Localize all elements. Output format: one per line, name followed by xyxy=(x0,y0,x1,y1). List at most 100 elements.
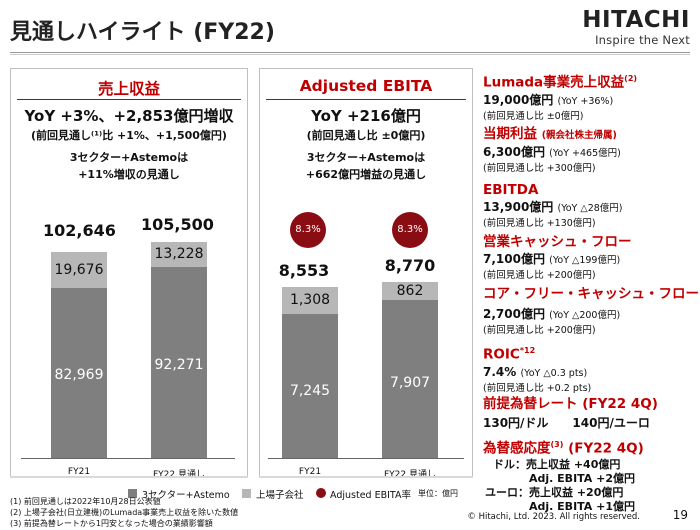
ebita-fy21-listed-bar xyxy=(282,287,338,314)
kpi-profit-yoy: (YoY +465億円) xyxy=(549,148,621,159)
ebita-fy22-listed-bar xyxy=(382,282,438,300)
revenue-vs-prev: (前回見通し⁽¹⁾比 +1%、+1,500億円) xyxy=(31,129,227,142)
kpi-ebitda: EBITDA 13,900億円 (YoY △28億円) (前回見通し比 +130… xyxy=(483,182,695,230)
copyright: © Hitachi, Ltd. 2023. All rights reserve… xyxy=(467,512,640,522)
kpi-lumada-value: 19,000億円 xyxy=(483,92,554,107)
revenue-panel-base xyxy=(10,476,248,478)
kpi-ebitda-head: EBITDA xyxy=(483,182,539,198)
kpi-sens-head: 為替感応度 xyxy=(483,440,551,457)
kpi-sens-usd-ebita: Adj. EBITA +2億円 xyxy=(529,471,636,485)
header-divider xyxy=(10,52,690,53)
ebita-vs-prev: (前回見通し比 ±0億円) xyxy=(306,129,426,142)
legend-unit: 単位：億円 xyxy=(418,489,458,498)
kpi-profit-head-small: (親会社株主帰属) xyxy=(541,130,617,141)
kpi-lumada-sup: (2) xyxy=(624,74,638,83)
logo-tagline: Inspire the Next xyxy=(595,33,690,47)
ebita-yoy: YoY +216億円 xyxy=(311,107,421,125)
kpi-roic-value: 7.4% xyxy=(483,364,517,379)
ebita-fy21-total: 8,553 xyxy=(278,261,330,280)
revenue-yoy: YoY +3%、+2,853億円増収 xyxy=(24,107,234,125)
kpi-fx-sensitivity: 為替感応度(3) (FY22 4Q) ドル：売上収益 +40億円 Adj. EB… xyxy=(483,436,695,514)
kpi-cf-value: 7,100億円 xyxy=(483,252,545,266)
revenue-fy22-astemo-bar xyxy=(151,267,207,458)
kpi-fx-rate: 前提為替レート (FY22 4Q) 130円/ドル 140円/ユーロ xyxy=(483,396,695,431)
kpi-ebitda-vs-prev: (前回見通し比 +130億円) xyxy=(483,218,596,229)
revenue-fy22-astemo-value: 92,271 xyxy=(154,357,204,373)
revenue-panel: 売上収益 YoY +3%、+2,853億円増収 (前回見通し⁽¹⁾比 +1%、+… xyxy=(10,68,248,480)
ebita-title: Adjusted EBITA xyxy=(299,77,433,95)
kpi-fcf-value: 2,700億円 xyxy=(483,307,545,321)
page-number: 19 xyxy=(672,508,688,522)
revenue-note-line2: +11%増収の見通し xyxy=(78,168,180,181)
kpi-profit-head: 当期利益 xyxy=(483,126,537,142)
kpi-operating-cf: 営業キャッシュ・フロー 7,100億円 (YoY △199億円) (前回見通し比… xyxy=(483,234,695,282)
kpi-cf-head: 営業キャッシュ・フロー xyxy=(483,234,632,250)
legend-rate-dot xyxy=(316,488,326,498)
ebita-fy21-astemo-value: 7,245 xyxy=(289,383,331,399)
ebita-fy22-astemo-value: 7,907 xyxy=(389,375,431,391)
legend-listed-swatch xyxy=(242,489,251,498)
ebita-panel-base xyxy=(259,476,473,478)
kpi-roic: ROIC*12 7.4% (YoY △0.3 pts) (前回見通し比 +0.2… xyxy=(483,342,695,395)
ebita-fy22-astemo-bar xyxy=(382,300,438,458)
ebita-note-line1: 3セクター+Astemoは xyxy=(306,151,426,164)
revenue-fy21-listed-value: 19,676 xyxy=(54,262,104,278)
ebita-fy21-astemo-bar xyxy=(282,314,338,458)
kpi-ebitda-yoy: (YoY △28億円) xyxy=(557,203,623,214)
legend-sectors-label: 3セクター+Astemo xyxy=(142,490,230,501)
legend-listed-label: 上場子会社 xyxy=(256,490,304,501)
kpi-core-fcf: コア・フリー・キャッシュ・フロー 2,700億円 (YoY △200億円) (前… xyxy=(483,286,699,337)
revenue-x-label-fy21: FY21 xyxy=(67,467,91,477)
kpi-sens-eur-ebita: Adj. EBITA +1億円 xyxy=(529,499,636,513)
ebita-fy22-listed-value: 862 xyxy=(396,283,424,299)
kpi-lumada-head: Lumada事業売上収益 xyxy=(483,74,625,91)
revenue-fy22-listed-value: 13,228 xyxy=(154,246,204,262)
revenue-title-rule xyxy=(17,99,241,100)
ebita-fy22-total: 8,770 xyxy=(384,256,436,275)
kpi-roic-head: ROIC xyxy=(483,346,520,363)
legend-rate-label: Adjusted EBITA率 xyxy=(330,490,411,501)
ebita-x-label-fy21: FY21 xyxy=(298,467,322,477)
kpi-cf-vs-prev: (前回見通し比 +200億円) xyxy=(483,270,596,281)
revenue-fy22-listed-bar xyxy=(151,242,207,267)
kpi-sens-usd-revenue: ドル：売上収益 +40億円 xyxy=(493,457,621,471)
kpi-fcf-yoy: (YoY △200億円) xyxy=(549,310,621,321)
revenue-fy21-listed-bar xyxy=(51,252,107,288)
footnote-2: (2) 上場子会社(日立建機)のLumada事業売上収益を除いた数値 xyxy=(10,508,239,517)
kpi-lumada-vs-prev: (前回見通し比 ±0億円) xyxy=(483,110,584,122)
revenue-axis xyxy=(21,458,235,459)
legend-sectors-swatch xyxy=(128,489,137,498)
revenue-fy21-astemo-value: 82,969 xyxy=(54,367,104,383)
revenue-title: 売上収益 xyxy=(97,80,160,98)
slide-title: 見通しハイライト (FY22) xyxy=(10,20,275,45)
ebita-x-label-fy22: FY22 見通し xyxy=(384,470,436,480)
revenue-note-line1: 3セクター+Astemoは xyxy=(69,151,189,164)
revenue-x-label-fy22: FY22 見通し xyxy=(153,470,205,480)
logo-wordmark: HITACHI xyxy=(582,7,690,33)
kpi-fcf-vs-prev: (前回見通し比 +200億円) xyxy=(483,325,596,336)
kpi-sens-eur-revenue: ユーロ：売上収益 +20億円 xyxy=(485,485,624,499)
kpi-profit-value: 6,300億円 xyxy=(483,145,545,159)
ebita-note-line2: +662億円増益の見通し xyxy=(305,168,427,181)
revenue-fy22-total: 105,500 xyxy=(141,215,214,234)
kpi-fcf-head: コア・フリー・キャッシュ・フロー xyxy=(483,286,699,302)
kpi-cf-yoy: (YoY △199億円) xyxy=(549,255,621,266)
kpi-roic-sup: *12 xyxy=(519,346,536,355)
kpi-fx-head: 前提為替レート (FY22 4Q) xyxy=(483,396,658,412)
ebita-panel: Adjusted EBITA YoY +216億円 (前回見通し比 ±0億円) … xyxy=(259,68,473,480)
kpi-ebitda-value: 13,900億円 xyxy=(483,200,554,214)
kpi-sens-sup: (3) xyxy=(550,440,564,449)
revenue-fy21-astemo-bar xyxy=(51,288,107,458)
kpi-roic-vs-prev: (前回見通し比 +0.2 pts) xyxy=(483,382,592,394)
ebita-title-rule xyxy=(266,99,466,100)
revenue-fy21-total: 102,646 xyxy=(43,221,116,240)
kpi-sens-head-tail: (FY22 4Q) xyxy=(563,440,644,457)
kpi-lumada: Lumada事業売上収益(2) 19,000億円 (YoY +36%) (前回見… xyxy=(483,70,695,123)
kpi-fx-value: 130円/ドル 140円/ユーロ xyxy=(483,416,650,430)
ebita-axis xyxy=(268,458,464,459)
footnote-3: (3) 前提為替レートから1円安となった場合の業績影響額 xyxy=(10,519,213,528)
header-divider-secondary xyxy=(10,54,690,55)
hitachi-logo: HITACHI Inspire the Next xyxy=(582,8,690,47)
ebita-fy21-rate-circle: 8.3% xyxy=(290,212,326,248)
ebita-fy21-listed-value: 1,308 xyxy=(289,292,331,308)
